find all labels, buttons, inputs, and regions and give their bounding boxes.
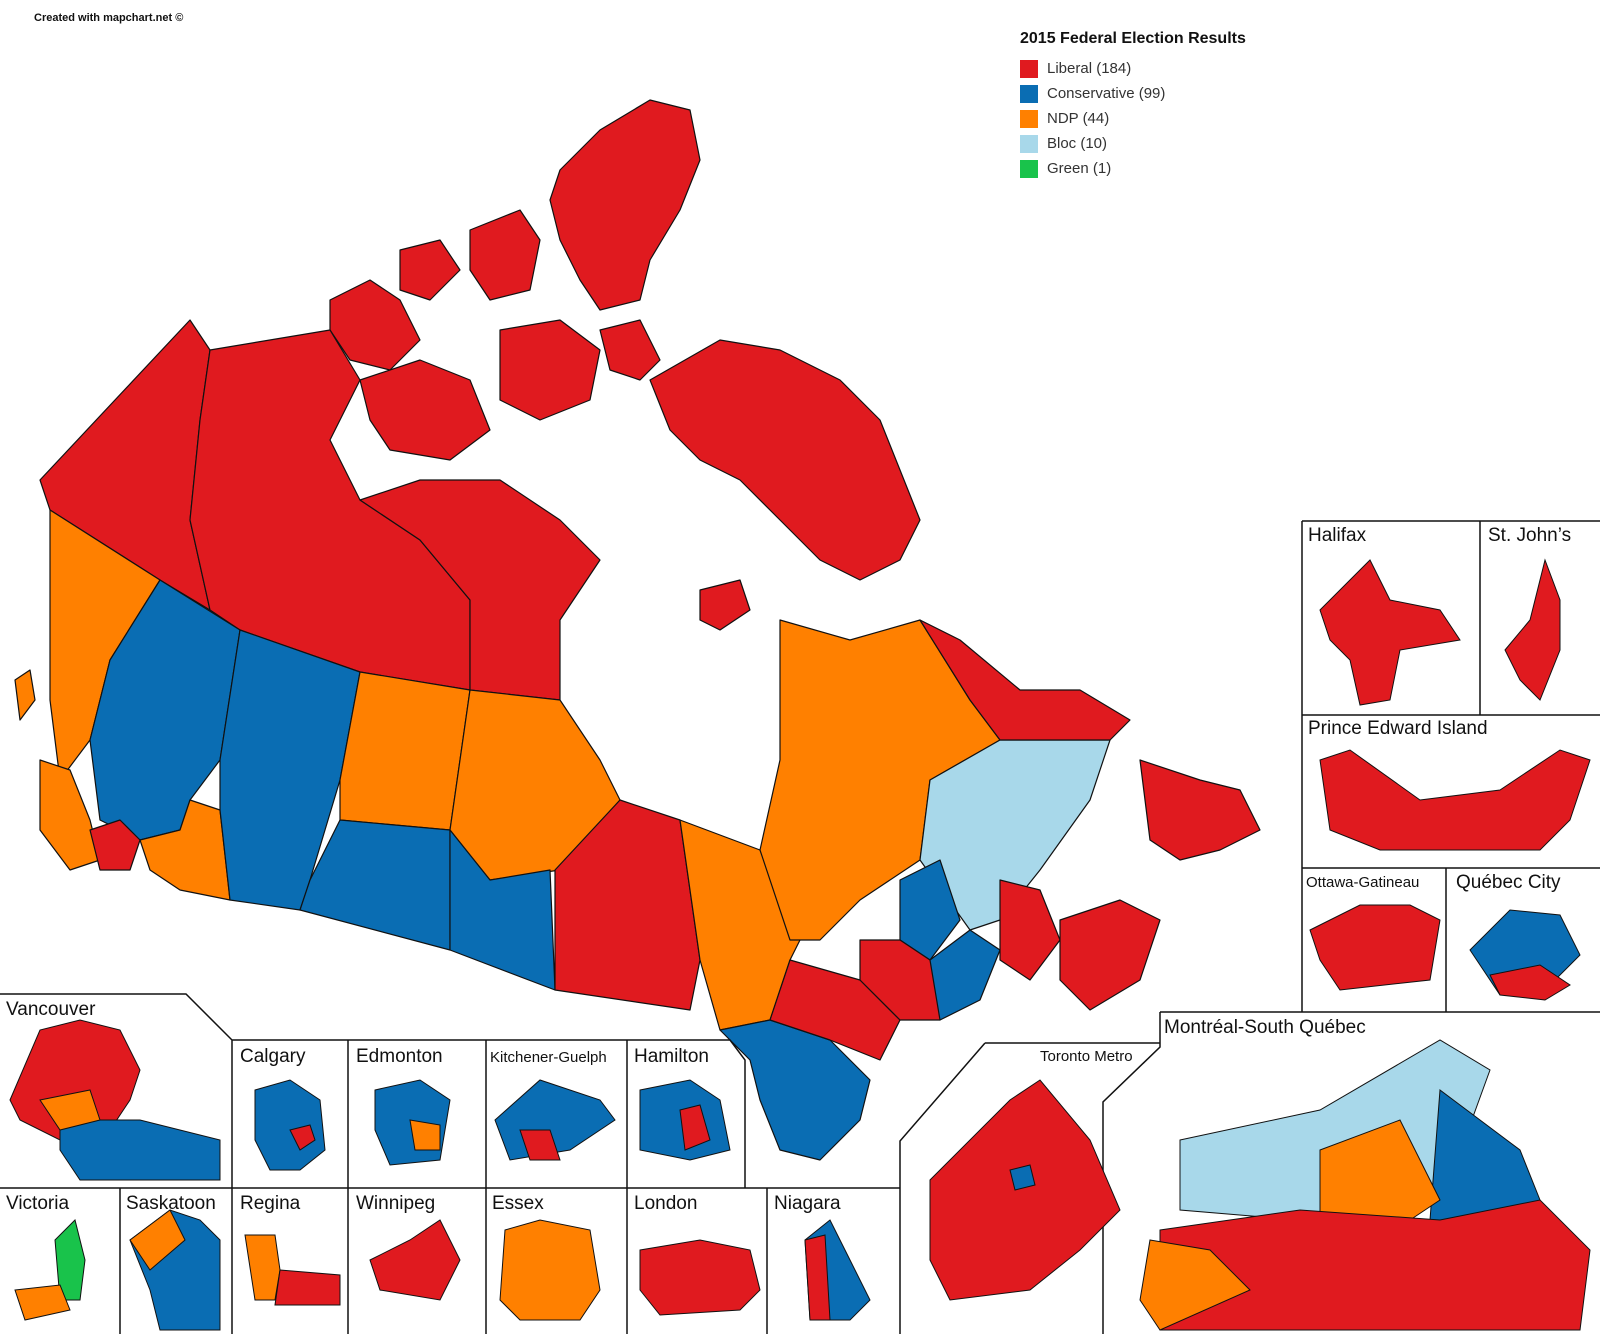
edmonton-map-orange: [409, 1119, 441, 1151]
saskatchewan-south: [299, 819, 451, 951]
legend-swatch-green: [1020, 159, 1038, 178]
legend-label-liberal: Liberal (184): [1047, 60, 1132, 77]
ottawa-gatineau-map: [1309, 904, 1441, 991]
haida-gwaii: [14, 669, 36, 721]
inset-label-montreal: Montréal-South Québec: [1164, 1017, 1366, 1038]
inset-label-hamilton: Hamilton: [634, 1046, 709, 1067]
kitchener-map-red: [519, 1129, 561, 1161]
inset-label-toronto: Toronto Metro: [1040, 1048, 1133, 1065]
victoria-map-orange: [14, 1284, 71, 1321]
vancouver-map-blue: [59, 1119, 221, 1181]
quebec-central: [899, 859, 961, 961]
legend-label-bloc: Bloc (10): [1047, 135, 1108, 152]
legend: 2015 Federal Election Results Liberal (1…: [1020, 30, 1246, 181]
inset-label-victoria: Victoria: [6, 1193, 70, 1214]
inset-label-london: London: [634, 1193, 698, 1214]
baffin-island: [649, 339, 921, 581]
new-brunswick: [999, 879, 1061, 981]
inset-label-halifax: Halifax: [1308, 525, 1367, 546]
inset-label-edmonton: Edmonton: [356, 1046, 443, 1067]
inset-label-quebec-city: Québec City: [1456, 872, 1561, 893]
credit-text: Created with mapchart.net ©: [34, 12, 184, 24]
southampton-island: [699, 579, 751, 631]
arctic-island-5: [499, 319, 601, 421]
ellesmere-island: [549, 99, 701, 311]
nova-scotia: [1059, 899, 1161, 1011]
legend-item-green: Green (1): [1020, 156, 1246, 181]
arctic-island-4: [359, 359, 491, 461]
winnipeg-map: [369, 1219, 461, 1301]
london-map: [639, 1239, 761, 1316]
legend-item-ndp: NDP (44): [1020, 106, 1246, 131]
legend-item-bloc: Bloc (10): [1020, 131, 1246, 156]
nunavut-mainland: [359, 479, 601, 701]
manitoba-south: [449, 829, 556, 991]
legend-label-ndp: NDP (44): [1047, 110, 1110, 127]
saskatchewan-north: [339, 671, 471, 831]
montreal-map-south: [1159, 1199, 1591, 1331]
montreal-map-southwest: [1139, 1239, 1251, 1331]
west-insets-frame: [0, 993, 900, 1334]
inset-label-ottawa-gatineau: Ottawa-Gatineau: [1306, 874, 1420, 891]
halifax-map: [1319, 559, 1461, 706]
bc-lower-mainland: [89, 819, 141, 871]
vancouver-map: [9, 1019, 141, 1141]
newfoundland: [1139, 759, 1261, 861]
quebec-eastern-townships: [929, 929, 1001, 1021]
vancouver-map-orange: [39, 1089, 101, 1131]
legend-swatch-liberal: [1020, 59, 1038, 78]
legend-label-green: Green (1): [1047, 160, 1112, 177]
arctic-island-1: [399, 239, 461, 301]
calgary-map-red: [289, 1124, 316, 1151]
legend-title: 2015 Federal Election Results: [1020, 30, 1246, 47]
legend-label-conservative: Conservative (99): [1047, 85, 1166, 102]
legend-item-liberal: Liberal (184): [1020, 56, 1246, 81]
inset-label-essex: Essex: [492, 1193, 544, 1214]
inset-label-calgary: Calgary: [240, 1046, 306, 1067]
labrador: [919, 619, 1131, 741]
legend-swatch-conservative: [1020, 84, 1038, 103]
legend-swatch-ndp: [1020, 109, 1038, 128]
toronto-map: [929, 1079, 1121, 1301]
pei-map: [1319, 749, 1591, 851]
inset-label-kitchener-guelph: Kitchener-Guelph: [490, 1049, 607, 1066]
inset-label-niagara: Niagara: [774, 1193, 841, 1214]
vancouver-island: [39, 759, 101, 871]
regina-map-red: [274, 1269, 341, 1306]
arctic-island-2: [469, 209, 541, 301]
inset-label-pei: Prince Edward Island: [1308, 718, 1488, 739]
atlantic-insets-frame: [1160, 520, 1600, 1013]
legend-swatch-bloc: [1020, 134, 1038, 153]
st-johns-map: [1504, 558, 1561, 701]
inset-label-saskatoon: Saskatoon: [126, 1193, 216, 1214]
hamilton-map-red: [679, 1104, 711, 1151]
inset-label-regina: Regina: [240, 1193, 301, 1214]
regina-map: [244, 1234, 281, 1301]
quebec-city-south: [1489, 964, 1571, 1001]
niagara-map-red: [804, 1234, 831, 1321]
legend-item-conservative: Conservative (99): [1020, 81, 1246, 106]
essex-map: [499, 1219, 601, 1321]
arctic-island-6: [599, 319, 661, 381]
inset-label-st-johns: St. John’s: [1488, 525, 1572, 546]
inset-label-vancouver: Vancouver: [6, 999, 96, 1020]
saskatoon-map-orange: [129, 1209, 186, 1271]
calgary-map: [254, 1079, 326, 1171]
toronto-map-blue: [1009, 1164, 1036, 1191]
toronto-inset-frame: [899, 1042, 1160, 1334]
inset-label-winnipeg: Winnipeg: [356, 1193, 436, 1214]
